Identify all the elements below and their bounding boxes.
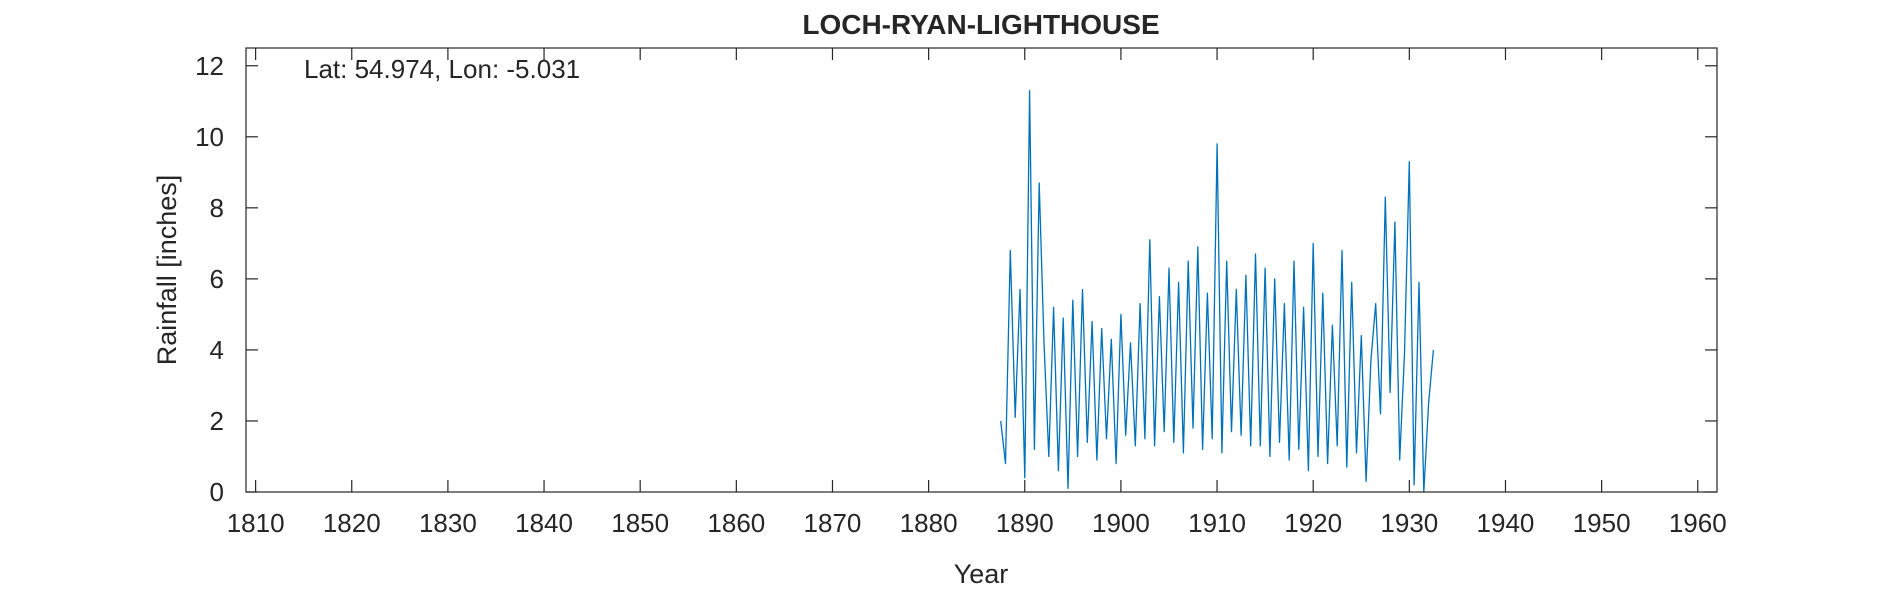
y-tick-label: 0 [210,477,224,507]
plot-area [246,48,1717,492]
x-tick-label: 1950 [1573,508,1631,538]
x-tick-label: 1920 [1284,508,1342,538]
y-tick-label: 10 [195,122,224,152]
y-axis-label: Rainfall [inches] [152,175,182,366]
x-tick-label: 1960 [1669,508,1727,538]
rainfall-series-line [1000,89,1435,493]
y-tick-label: 6 [210,264,224,294]
series-layer [1000,89,1435,493]
x-tick-label: 1870 [804,508,862,538]
y-tick-label: 4 [210,335,224,365]
x-tick-label: 1880 [900,508,958,538]
x-axis-label: Year [954,559,1009,589]
x-tick-label: 1890 [996,508,1054,538]
y-tick-label: 12 [195,51,224,81]
x-tick-label: 1910 [1188,508,1246,538]
location-annotation: Lat: 54.974, Lon: -5.031 [304,54,580,84]
y-axis: 0 2 4 6 8 10 12 [195,51,1717,507]
x-tick-label: 1860 [707,508,765,538]
x-tick-label: 1850 [611,508,669,538]
x-tick-label: 1930 [1380,508,1438,538]
y-tick-label: 2 [210,406,224,436]
x-tick-label: 1940 [1477,508,1535,538]
x-tick-label: 1830 [419,508,477,538]
x-tick-label: 1820 [323,508,381,538]
axes-frame [245,47,1718,493]
x-tick-label: 1900 [1092,508,1150,538]
x-axis: 1810 1820 1830 1840 1850 1860 1870 1880 1890 1900… [227,48,1727,538]
y-tick-label: 8 [210,193,224,223]
x-tick-label: 1840 [515,508,573,538]
x-tick-label: 1810 [227,508,285,538]
chart-title: LOCH-RYAN-LIGHTHOUSE [802,9,1159,40]
